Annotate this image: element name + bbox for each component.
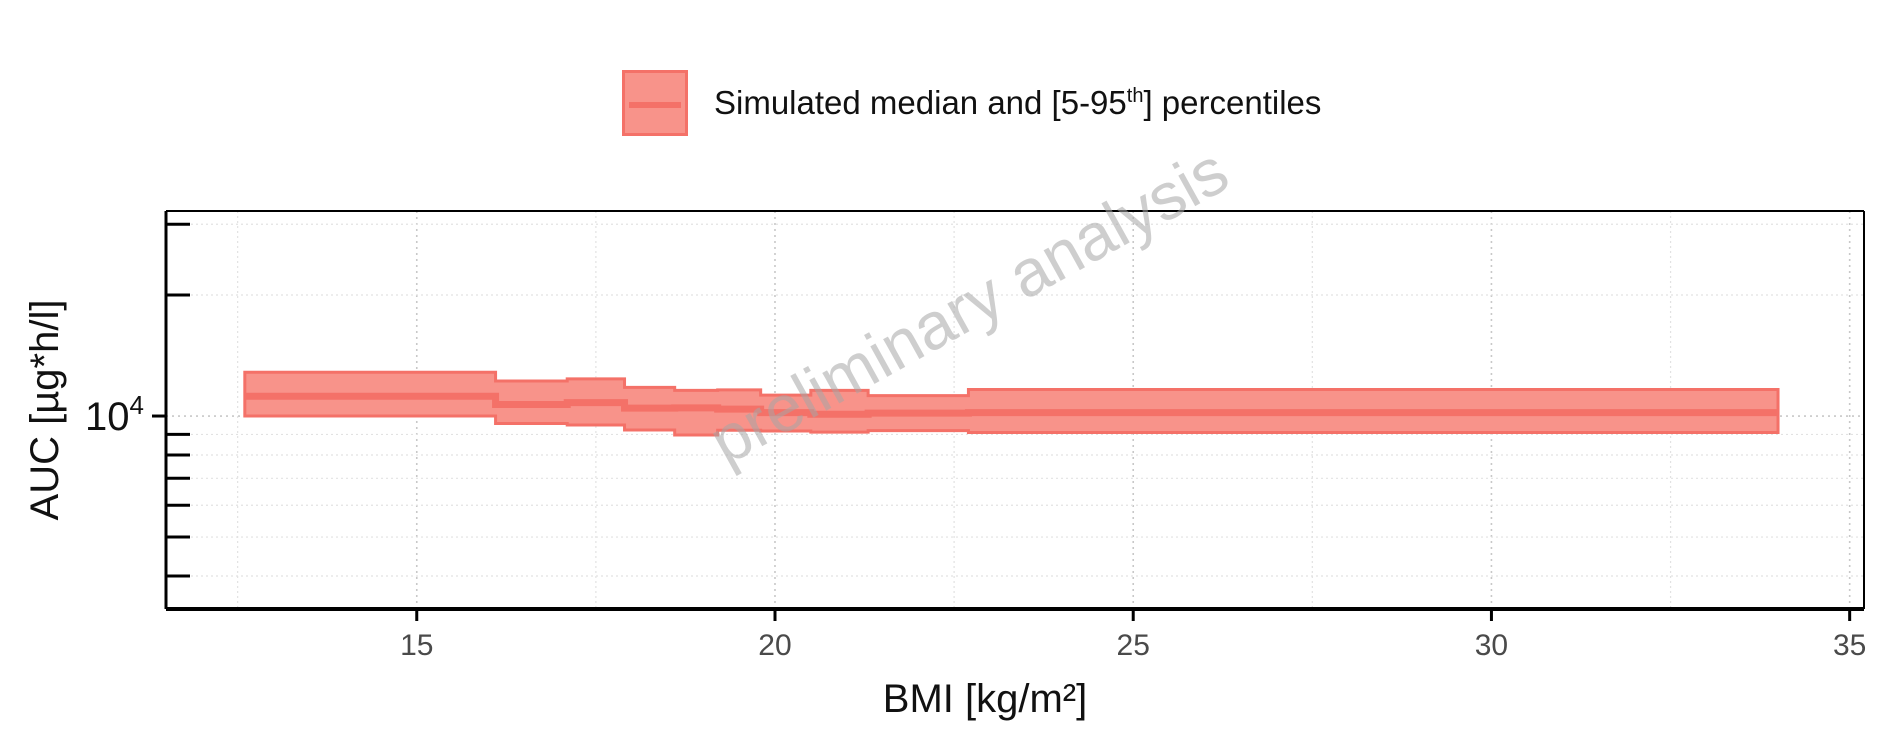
x-tick-label: 20 bbox=[758, 629, 791, 662]
median-line bbox=[244, 392, 1779, 418]
legend: Simulated median and [5-95th] percentile… bbox=[622, 70, 1321, 136]
y-tick-label: 104 bbox=[85, 390, 144, 439]
legend-swatch bbox=[622, 70, 688, 136]
y-axis-title: AUC [µg*h/l] bbox=[23, 300, 67, 521]
legend-label: Simulated median and [5-95th] percentile… bbox=[714, 84, 1322, 121]
x-tick-label: 25 bbox=[1117, 629, 1150, 662]
percentile-band bbox=[243, 370, 1780, 437]
x-axis-title: BMI [kg/m²] bbox=[883, 677, 1087, 721]
x-tick-label: 35 bbox=[1833, 629, 1866, 662]
x-tick-label: 15 bbox=[400, 629, 433, 662]
x-tick-label: 30 bbox=[1475, 629, 1508, 662]
